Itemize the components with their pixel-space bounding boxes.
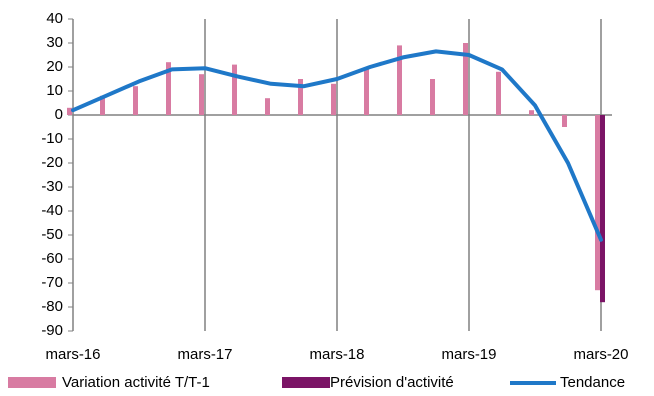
bar xyxy=(199,74,204,115)
bar xyxy=(463,43,468,115)
legend-label: Variation activité T/T-1 xyxy=(62,374,210,391)
bar xyxy=(364,67,369,115)
y-tick-label: 30 xyxy=(46,34,63,51)
x-tick-label: mars-17 xyxy=(177,346,232,363)
bar xyxy=(100,95,105,115)
y-tick-label: -20 xyxy=(41,154,63,171)
bar xyxy=(397,45,402,115)
y-tick-label: -80 xyxy=(41,298,63,315)
trend-line xyxy=(71,49,603,242)
legend-swatch xyxy=(282,377,330,388)
bar xyxy=(600,115,605,303)
y-tick-label: -30 xyxy=(41,178,63,195)
bar xyxy=(331,83,336,115)
bar xyxy=(232,64,237,115)
legend-label: Prévision d'activité xyxy=(330,374,454,391)
bar xyxy=(298,79,303,115)
legend-label: Tendance xyxy=(560,374,625,391)
y-tick-label: -50 xyxy=(41,226,63,243)
y-tick-label: 10 xyxy=(46,82,63,99)
x-tick-label: mars-18 xyxy=(309,346,364,363)
x-tick-label: mars-16 xyxy=(45,346,100,363)
bar xyxy=(430,79,435,115)
bar xyxy=(67,107,72,115)
y-tick-label: -10 xyxy=(41,130,63,147)
y-tick-label: 0 xyxy=(55,106,63,123)
y-tick-label: -40 xyxy=(41,202,63,219)
legend-swatch xyxy=(8,377,56,388)
y-tick-label: -70 xyxy=(41,274,63,291)
bar xyxy=(166,62,171,115)
bar xyxy=(595,115,600,291)
bar xyxy=(133,86,138,115)
x-tick-label: mars-19 xyxy=(441,346,496,363)
bar xyxy=(265,98,270,115)
x-tick-label: mars-20 xyxy=(573,346,628,363)
bar xyxy=(496,71,501,115)
bar xyxy=(529,110,534,115)
y-tick-label: -60 xyxy=(41,250,63,267)
bar xyxy=(562,115,567,127)
y-tick-label: 20 xyxy=(46,58,63,75)
y-tick-label: -90 xyxy=(41,322,63,339)
y-tick-label: 40 xyxy=(46,10,63,27)
